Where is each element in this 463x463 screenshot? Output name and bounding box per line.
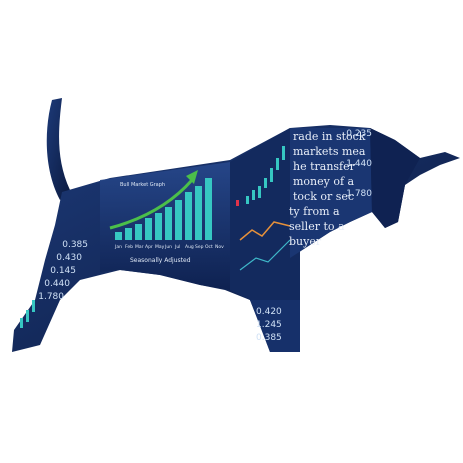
- text-line: buyer: [289, 235, 322, 248]
- bar-chart: [115, 178, 212, 240]
- month-label: Sep: [195, 244, 204, 250]
- ticker: 0.235: [346, 129, 372, 139]
- month-label: Oct: [205, 244, 213, 250]
- month-label: Mar: [135, 244, 144, 250]
- cyan-line: [239, 239, 291, 271]
- text-line: money of a: [293, 175, 355, 188]
- ticker: 1.440: [346, 159, 372, 169]
- ticker: 0.385: [256, 333, 282, 343]
- ticker: 1.245: [256, 320, 282, 330]
- ticker: 1.780: [38, 292, 64, 302]
- month-label: Feb: [125, 244, 133, 250]
- month-label: Nov: [215, 244, 224, 250]
- text-line: markets mea: [293, 145, 366, 158]
- ticker: 0.440: [44, 279, 70, 289]
- ticker: 0.385: [62, 240, 88, 250]
- text-line: ty from a: [289, 205, 340, 218]
- arrow-head: [186, 170, 198, 184]
- tail: [46, 98, 70, 200]
- text-panel: [290, 128, 372, 258]
- ticker: 0.420: [256, 307, 282, 317]
- month-label: Jan: [114, 244, 122, 250]
- ticker: 1.780: [346, 189, 372, 199]
- month-label: Jun: [164, 244, 172, 250]
- text-line: rade in stock: [293, 130, 366, 143]
- hind-leg: [250, 300, 300, 352]
- month-label: May: [155, 244, 165, 250]
- head: [370, 128, 420, 228]
- text-line: tock or sec: [293, 190, 354, 203]
- ticker: 0.430: [56, 253, 82, 263]
- month-label: Jul: [174, 244, 180, 250]
- orange-line: [239, 221, 291, 241]
- month-label: Aug: [185, 244, 194, 250]
- text-line: he transfer: [293, 160, 356, 173]
- chart-title: Bull Market Graph: [120, 182, 165, 188]
- text-line: seller to a: [289, 220, 345, 233]
- chart-caption: Seasonally Adjusted: [130, 257, 191, 264]
- candles: [20, 146, 285, 328]
- trend-arrow: [109, 179, 194, 230]
- month-label: Apr: [145, 244, 153, 250]
- ticker: 0.145: [50, 266, 76, 276]
